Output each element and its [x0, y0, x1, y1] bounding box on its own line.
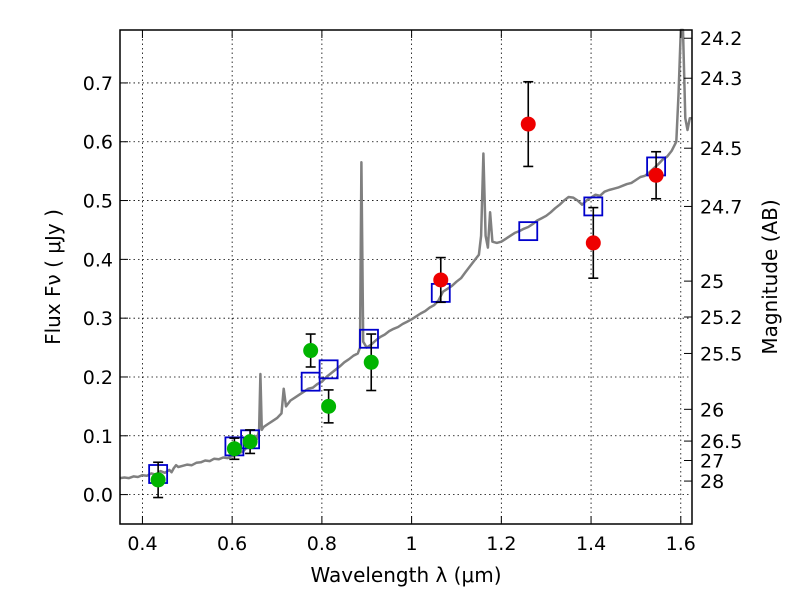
model-spectrum: [119, 28, 692, 480]
y-tick-label: 0.4: [83, 249, 113, 271]
y2-tick-label: 24.2: [700, 28, 742, 50]
observed-point: [321, 398, 337, 414]
observed-point: [648, 167, 664, 183]
x-axis-label: Wavelength λ (μm): [310, 563, 501, 587]
y2-tick-label: 28: [700, 471, 724, 493]
observed-point: [363, 354, 379, 370]
y2-tick-label: 24.5: [700, 138, 742, 160]
y-tick-label: 0.3: [83, 308, 113, 330]
y2-axis-label: Magnitude (AB): [758, 199, 782, 354]
y-tick-label: 0.7: [83, 73, 113, 95]
y-axis-label: Flux Fν ( μJy ): [41, 209, 65, 345]
y-tick-label: 0.5: [83, 191, 113, 213]
grid-lines: [120, 30, 692, 524]
observed-point: [520, 116, 536, 132]
observed-point: [433, 272, 449, 288]
y2-tick-label: 26.5: [700, 431, 742, 453]
x-tick-label: 1.4: [576, 533, 606, 555]
y-tick-label: 0.2: [83, 367, 113, 389]
data-markers: [148, 80, 667, 499]
y2-tick-label: 26: [700, 399, 724, 421]
observed-point: [150, 472, 166, 488]
y2-tick-label: 25.5: [700, 343, 742, 365]
y2-tick-label: 25.2: [700, 307, 742, 329]
observed-point: [303, 343, 319, 359]
model-square-marker: [518, 221, 539, 242]
axis-ticks: 0.4 0.6 0.8 1 1.2 1.4 1.6 0.0 0.1 0.2 0.3 0.4 0.5 0.6…: [83, 28, 743, 555]
model-square-marker: [300, 371, 321, 392]
model-square-marker: [318, 359, 339, 380]
y-tick-label: 0.1: [83, 426, 113, 448]
spectrum-line: [119, 28, 692, 480]
y2-tick-label: 27: [700, 450, 724, 472]
observed-point: [242, 434, 258, 450]
y2-tick-label: 24.7: [700, 196, 742, 218]
y-tick-label: 0.0: [83, 485, 113, 507]
y2-tick-label: 25: [700, 271, 724, 293]
x-tick-label: 1: [406, 533, 418, 555]
x-tick-label: 1.6: [666, 533, 696, 555]
x-tick-label: 0.6: [217, 533, 247, 555]
y2-tick-label: 24.3: [700, 68, 742, 90]
x-tick-label: 0.8: [307, 533, 337, 555]
x-tick-label: 0.4: [127, 533, 157, 555]
observed-point: [226, 441, 242, 457]
model-square-marker: [359, 328, 379, 349]
x-tick-label: 1.2: [486, 533, 516, 555]
y-tick-label: 0.6: [83, 132, 113, 154]
plot-frame: [119, 29, 693, 525]
observed-point: [585, 235, 601, 251]
